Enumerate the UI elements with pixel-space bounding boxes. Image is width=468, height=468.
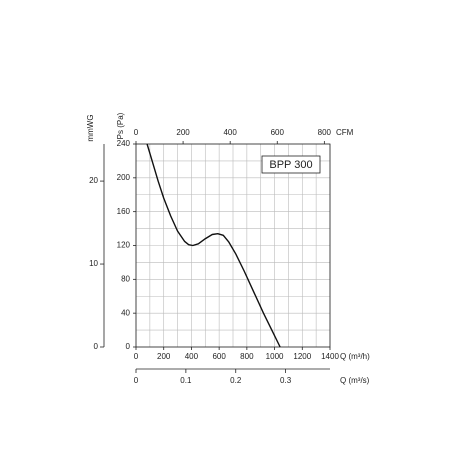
x2-tick-label: 200 bbox=[176, 128, 190, 137]
y-tick-label: 160 bbox=[117, 207, 131, 216]
y2-axis-label: mmWG bbox=[86, 114, 95, 141]
x-tick-label: 1200 bbox=[293, 352, 311, 361]
x-tick-label: 200 bbox=[157, 352, 171, 361]
x2-tick-label: 400 bbox=[223, 128, 237, 137]
x-tick-label: 400 bbox=[185, 352, 199, 361]
y-axis-label: Ps (Pa) bbox=[116, 112, 125, 139]
annotation-box bbox=[261, 155, 321, 174]
x-axis-label: Q (m³/h) bbox=[340, 352, 370, 361]
annotation: BPP 300 bbox=[269, 159, 312, 171]
x2-tick-label: 600 bbox=[271, 128, 285, 137]
x-tick-label: 800 bbox=[240, 352, 254, 361]
x-tick-label: 1000 bbox=[266, 352, 284, 361]
y-tick-label: 240 bbox=[117, 139, 131, 148]
x3-tick-label: 0.2 bbox=[230, 376, 242, 385]
y2-tick-label: 10 bbox=[89, 259, 98, 268]
y-tick-label: 40 bbox=[121, 308, 130, 317]
x2-tick-label: 800 bbox=[318, 128, 332, 137]
y-tick-label: 200 bbox=[117, 173, 131, 182]
x-tick-label: 1400 bbox=[321, 352, 339, 361]
x-tick-label: 600 bbox=[212, 352, 226, 361]
y2-tick-label: 20 bbox=[89, 176, 98, 185]
y-tick-label: 120 bbox=[117, 241, 131, 250]
curve bbox=[146, 143, 281, 348]
y-tick-label: 0 bbox=[126, 342, 131, 351]
x3-tick-label: 0 bbox=[134, 376, 139, 385]
x3-axis-label: Q (m³/s) bbox=[340, 376, 370, 385]
x2-tick-label: 0 bbox=[134, 128, 139, 137]
x3-tick-label: 0.3 bbox=[280, 376, 292, 385]
y2-tick-label: 0 bbox=[94, 342, 99, 351]
y-tick-label: 80 bbox=[121, 274, 130, 283]
x-tick-label: 0 bbox=[134, 352, 139, 361]
x3-tick-label: 0.1 bbox=[180, 376, 192, 385]
x2-axis-label: CFM bbox=[336, 128, 354, 137]
